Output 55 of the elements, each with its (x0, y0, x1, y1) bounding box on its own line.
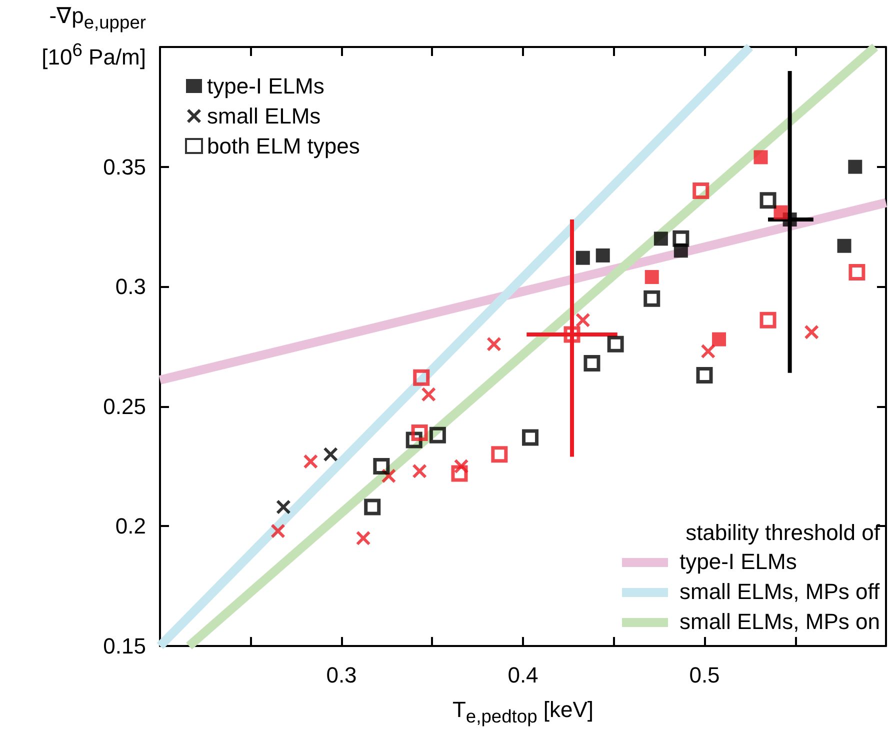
point (429, 426, 446, 444)
point (848, 264, 866, 280)
point (696, 367, 713, 384)
point (837, 238, 852, 253)
point (270, 524, 285, 538)
point (774, 205, 788, 220)
legend-title: stability threshold of (684, 519, 880, 547)
y-tick-label: 0.25 (103, 394, 146, 419)
point (412, 464, 427, 478)
point (576, 250, 590, 265)
point (644, 270, 659, 284)
point (276, 500, 290, 514)
point (692, 182, 710, 200)
point (324, 447, 338, 462)
point (576, 313, 590, 328)
point (564, 326, 580, 343)
point (364, 498, 381, 516)
legend-label: type-I ELMs (207, 74, 324, 98)
point (356, 531, 370, 546)
legend-label: small ELMs (207, 104, 321, 128)
x-tick-label: 0.3 (326, 662, 357, 688)
legend-label: small ELMs, MPs on (680, 608, 880, 636)
point (701, 344, 716, 358)
y-tick-label: 0.3 (115, 274, 146, 300)
y-tick-label: 0.35 (103, 154, 146, 180)
point (754, 150, 768, 164)
y-tick-label: 0.2 (115, 514, 146, 539)
x-tick-label: 0.5 (689, 662, 720, 688)
y-tick-label: 0.15 (103, 634, 146, 658)
point (848, 160, 862, 174)
point (607, 336, 624, 352)
point (422, 387, 436, 402)
point (760, 312, 776, 328)
x-tick-label: 0.4 (508, 662, 538, 688)
point (522, 429, 539, 446)
point (491, 446, 508, 463)
point (804, 325, 819, 340)
point (712, 332, 726, 346)
point (654, 232, 668, 246)
point (451, 465, 468, 482)
point (486, 337, 501, 352)
legend-label: both ELM types (207, 134, 360, 158)
point (304, 454, 318, 469)
point (411, 424, 428, 442)
point (584, 355, 600, 372)
point (373, 458, 390, 475)
legend-label: type-I ELMs (680, 548, 797, 576)
y-axis-title: -∇p$_{e,upper}$ [10$^{6}$ Pa/m] (42, 2, 146, 72)
point (672, 230, 690, 247)
point (596, 248, 610, 262)
legend-label: small ELMs, MPs off (680, 578, 880, 606)
x-axis-title: T$_{e,pedtop}$ [keV] (451, 696, 595, 728)
point (644, 290, 660, 307)
point (760, 192, 776, 209)
point (413, 369, 430, 386)
